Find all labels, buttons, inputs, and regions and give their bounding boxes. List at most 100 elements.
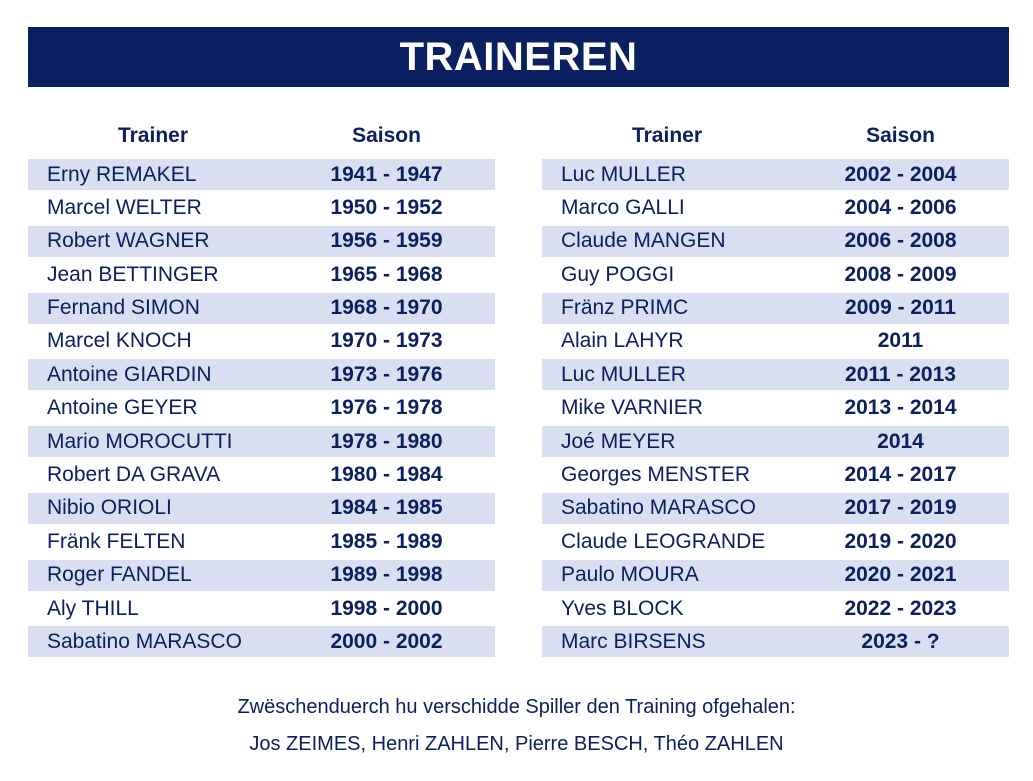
trainer-season: 2020 - 2021: [844, 563, 957, 587]
trainer-name: Erny REMAKEL: [47, 162, 197, 186]
trainer-name: Sabatino MARASCO: [47, 629, 242, 653]
table-row: Aly THILL 1998 - 2000: [28, 593, 495, 624]
trainer-name: Guy POGGI: [561, 262, 675, 286]
table-row: Fränz PRIMC 2009 - 2011: [542, 292, 1009, 324]
trainer-season: 2008 - 2009: [844, 262, 957, 286]
trainer-name: Yves BLOCK: [561, 596, 684, 620]
trainer-name: Paulo MOURA: [561, 563, 699, 587]
trainer-season: 1985 - 1989: [330, 529, 443, 553]
table-row: Guy POGGI 2008 - 2009: [542, 259, 1009, 290]
trainer-season: 1950 - 1952: [330, 195, 443, 219]
table-header: Trainer Saison: [542, 118, 1009, 154]
table-rows: Luc MULLER 2002 - 2004 Marco GALLI 2004 - 2…: [542, 159, 1009, 658]
trainer-season: 2019 - 2020: [844, 529, 957, 553]
trainer-season: 1989 - 1998: [330, 563, 443, 587]
trainer-season: 2011 - 2013: [845, 362, 956, 386]
header-trainer: Trainer: [631, 124, 703, 147]
trainer-season: 2014: [877, 429, 924, 453]
trainer-name: Luc MULLER: [561, 362, 686, 386]
trainer-season: 2004 - 2006: [844, 195, 957, 219]
table-row: Yves BLOCK 2022 - 2023: [542, 593, 1009, 624]
trainer-season: 2014 - 2017: [844, 463, 957, 487]
trainer-season: 2009 - 2011: [845, 296, 956, 320]
trainer-season: 2013 - 2014: [844, 396, 957, 420]
table-row: Marcel KNOCH 1970 - 1973: [28, 326, 495, 357]
table-row: Sabatino MARASCO 2000 - 2002: [28, 626, 495, 658]
table-row: Mario MOROCUTTI 1978 - 1980: [28, 426, 495, 458]
trainer-name: Robert WAGNER: [47, 229, 210, 253]
trainer-season: 1978 - 1980: [330, 429, 443, 453]
trainer-season: 2022 - 2023: [844, 596, 957, 620]
header-season: Saison: [866, 124, 935, 147]
trainer-season: 2006 - 2008: [844, 229, 957, 253]
table-row: Paulo MOURA 2020 - 2021: [542, 559, 1009, 591]
note-line-2: Jos ZEIMES, Henri ZAHLEN, Pierre BESCH, …: [249, 733, 784, 755]
trainer-name: Robert DA GRAVA: [47, 463, 221, 487]
trainer-table-left: Trainer Saison Erny REMAKEL 1941 - 1947 Ma…: [28, 118, 495, 660]
trainer-name: Mario MOROCUTTI: [47, 429, 233, 453]
table-row: Luc MULLER 2011 - 2013: [542, 359, 1009, 391]
table-row: Marcel WELTER 1950 - 1952: [28, 192, 495, 223]
table-row: Antoine GEYER 1976 - 1978: [28, 393, 495, 424]
table-row: Georges MENSTER 2014 - 2017: [542, 460, 1009, 491]
trainer-season: 1980 - 1984: [330, 463, 443, 487]
table-row: Roger FANDEL 1989 - 1998: [28, 559, 495, 591]
trainer-name: Claude MANGEN: [561, 229, 726, 253]
trainer-season: 1976 - 1978: [330, 396, 443, 420]
table-row: Sabatino MARASCO 2017 - 2019: [542, 492, 1009, 524]
trainer-name: Joé MEYER: [561, 429, 676, 453]
trainer-name: Marco GALLI: [561, 195, 685, 219]
table-row: Jean BETTINGER 1965 - 1968: [28, 259, 495, 290]
trainer-season: 1956 - 1959: [330, 229, 443, 253]
trainer-name: Fernand SIMON: [47, 296, 200, 320]
trainer-season: 1984 - 1985: [330, 496, 443, 520]
trainer-name: Marcel WELTER: [47, 195, 202, 219]
trainer-name: Marc BIRSENS: [561, 629, 706, 653]
trainer-name: Luc MULLER: [561, 162, 686, 186]
trainer-season: 1973 - 1976: [330, 362, 443, 386]
table-row: Antoine GIARDIN 1973 - 1976: [28, 359, 495, 391]
trainer-name: Roger FANDEL: [47, 563, 192, 587]
table-row: Claude MANGEN 2006 - 2008: [542, 225, 1009, 257]
trainer-season: 2002 - 2004: [844, 162, 957, 186]
trainer-name: Fränz PRIMC: [561, 296, 689, 320]
trainer-season: 1968 - 1970: [330, 296, 443, 320]
trainer-name: Marcel KNOCH: [47, 329, 192, 353]
table-row: Robert DA GRAVA 1980 - 1984: [28, 460, 495, 491]
trainer-name: Georges MENSTER: [561, 463, 751, 487]
table-row: Marco GALLI 2004 - 2006: [542, 192, 1009, 223]
trainer-name: Sabatino MARASCO: [561, 496, 756, 520]
trainer-season: 1970 - 1973: [330, 329, 443, 353]
trainer-name: Aly THILL: [47, 596, 139, 620]
table-row: Erny REMAKEL 1941 - 1947: [28, 159, 495, 190]
trainer-season: 2023 - ?: [861, 629, 940, 653]
note-line-1: Zwëschenduerch hu verschidde Spiller den…: [237, 696, 796, 718]
header-season: Saison: [352, 124, 421, 147]
table-row: Luc MULLER 2002 - 2004: [542, 159, 1009, 190]
page-title: TRAINEREN: [28, 27, 1009, 87]
trainer-table-right: Trainer Saison Luc MULLER 2002 - 2004 Marc…: [542, 118, 1009, 660]
table-row: Marc BIRSENS 2023 - ?: [542, 626, 1009, 658]
trainer-name: Antoine GIARDIN: [47, 362, 212, 386]
table-header: Trainer Saison: [28, 118, 495, 154]
table-row: Robert WAGNER 1956 - 1959: [28, 225, 495, 257]
table-row: Joé MEYER 2014: [542, 426, 1009, 458]
trainer-name: Claude LEOGRANDE: [561, 529, 766, 553]
table-row: Alain LAHYR 2011: [542, 326, 1009, 357]
trainer-season: 1941 - 1947: [330, 162, 443, 186]
trainer-season: 2000 - 2002: [330, 629, 443, 653]
table-row: Fränk FELTEN 1985 - 1989: [28, 526, 495, 557]
trainer-season: 1998 - 2000: [330, 596, 443, 620]
table-row: Fernand SIMON 1968 - 1970: [28, 292, 495, 324]
trainer-name: Antoine GEYER: [47, 396, 198, 420]
table-rows: Erny REMAKEL 1941 - 1947 Marcel WELTER 1950…: [28, 159, 495, 658]
trainer-name: Alain LAHYR: [561, 329, 684, 353]
trainer-name: Fränk FELTEN: [47, 529, 186, 553]
trainer-season: 2011: [877, 329, 924, 353]
header-trainer: Trainer: [117, 124, 189, 147]
table-row: Claude LEOGRANDE 2019 - 2020: [542, 526, 1009, 557]
trainer-season: 2017 - 2019: [844, 496, 957, 520]
trainer-name: Jean BETTINGER: [47, 262, 219, 286]
trainer-name: Mike VARNIER: [561, 396, 703, 420]
